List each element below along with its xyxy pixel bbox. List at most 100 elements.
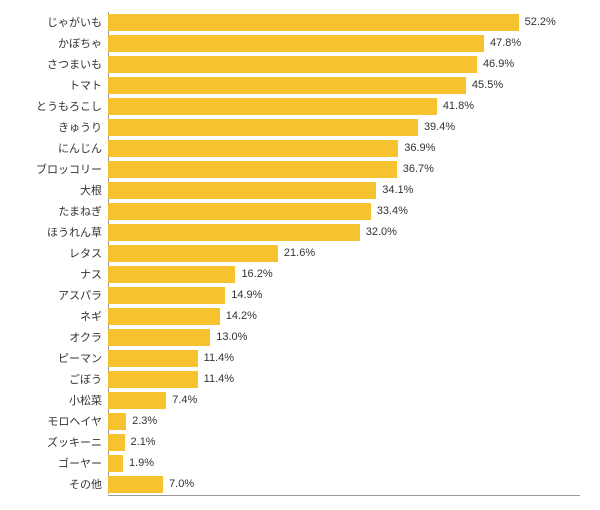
bar-label: ゴーヤー	[20, 455, 108, 471]
bar-row: その他 7.0%	[20, 474, 580, 494]
bar-value: 47.8%	[490, 37, 521, 49]
bar-value: 14.9%	[231, 289, 262, 301]
bar	[108, 35, 484, 52]
bar-label: さつまいも	[20, 56, 108, 72]
bar-label: ほうれん草	[20, 224, 108, 240]
bar-value: 7.4%	[172, 394, 197, 406]
bar-row: ナス16.2%	[20, 264, 580, 284]
bar-value: 14.2%	[226, 310, 257, 322]
bar-row: にんじん 36.9%	[20, 138, 580, 158]
bar-row: かぼちゃ47.8%	[20, 33, 580, 53]
bar-value: 2.3%	[132, 415, 157, 427]
bar-label: ピーマン	[20, 350, 108, 366]
bar-row: オクラ13.0%	[20, 327, 580, 347]
bar-row: ゴーヤー 1.9%	[20, 453, 580, 473]
bar-area: 7.4%	[108, 390, 580, 410]
bar-label: たまねぎ	[20, 203, 108, 219]
bar-row: トマト45.5%	[20, 75, 580, 95]
bar-row: さつまいも 46.9%	[20, 54, 580, 74]
bar-label: ブロッコリー	[20, 161, 108, 177]
bar-value: 11.4%	[204, 352, 234, 364]
bar-area: 33.4%	[108, 201, 580, 221]
bar-label: その他	[20, 476, 108, 492]
bar-row: たまねぎ 33.4%	[20, 201, 580, 221]
bar	[108, 161, 397, 178]
bar-row: ピーマン 11.4%	[20, 348, 580, 368]
bar-value: 39.4%	[424, 121, 455, 133]
bar-label: 大根	[20, 182, 108, 198]
bar-area: 2.3%	[108, 411, 580, 431]
bar-label: きゅうり	[20, 119, 108, 135]
bar	[108, 119, 418, 136]
bar-value: 36.7%	[403, 163, 434, 175]
bar-row: じゃがいも 52.2%	[20, 12, 580, 32]
bar-value: 16.2%	[241, 268, 272, 280]
bar-value: 45.5%	[472, 79, 503, 91]
bar-area: 21.6%	[108, 243, 580, 263]
bar-value: 1.9%	[129, 457, 154, 469]
bar-value: 52.2%	[525, 16, 556, 28]
bar-row: きゅうり 39.4%	[20, 117, 580, 137]
bar-value: 7.0%	[169, 478, 194, 490]
bar-row: 大根 34.1%	[20, 180, 580, 200]
bar	[108, 266, 235, 283]
bar-area: 32.0%	[108, 222, 580, 242]
bar-area: 47.8%	[108, 33, 580, 53]
bar	[108, 182, 376, 199]
bar-area: 41.8%	[108, 96, 580, 116]
bar-row: モロヘイヤ 2.3%	[20, 411, 580, 431]
bar-label: オクラ	[20, 329, 108, 345]
bar	[108, 287, 225, 304]
bar-value: 2.1%	[131, 436, 156, 448]
bar	[108, 371, 198, 388]
bar-row: レタス21.6%	[20, 243, 580, 263]
bar	[108, 98, 437, 115]
bar-area: 34.1%	[108, 180, 580, 200]
bar-value: 32.0%	[366, 226, 397, 238]
bar	[108, 392, 166, 409]
bar	[108, 350, 198, 367]
bar-area: 52.2%	[108, 12, 580, 32]
bar-area: 45.5%	[108, 75, 580, 95]
bar-value: 46.9%	[483, 58, 514, 70]
bar-row: アスパラ 14.9%	[20, 285, 580, 305]
bar	[108, 434, 125, 451]
bar-area: 36.7%	[108, 159, 580, 179]
bar-row: ズッキーニ2.1%	[20, 432, 580, 452]
bar-label: 小松菜	[20, 392, 108, 408]
bar-value: 36.9%	[404, 142, 435, 154]
bar-value: 41.8%	[443, 100, 474, 112]
bar-value: 33.4%	[377, 205, 408, 217]
bar	[108, 413, 126, 430]
bar-label: レタス	[20, 245, 108, 261]
bar	[108, 224, 360, 241]
bar-area: 46.9%	[108, 54, 580, 74]
bar-label: モロヘイヤ	[20, 413, 108, 429]
bar-area: 2.1%	[108, 432, 580, 452]
bar-label: アスパラ	[20, 287, 108, 303]
x-axis-line	[108, 495, 580, 496]
bar	[108, 203, 371, 220]
bar	[108, 476, 163, 493]
bar	[108, 56, 477, 73]
bar-row: 小松菜 7.4%	[20, 390, 580, 410]
bar-row: とうもろこし41.8%	[20, 96, 580, 116]
bar-label: じゃがいも	[20, 14, 108, 30]
bar-area: 11.4%	[108, 369, 580, 389]
bar-value: 11.4%	[204, 373, 234, 385]
bar-area: 14.9%	[108, 285, 580, 305]
bar	[108, 14, 519, 31]
bar-label: ごぼう	[20, 371, 108, 387]
bar	[108, 455, 123, 472]
bar-area: 14.2%	[108, 306, 580, 326]
bar-row: ネギ 14.2%	[20, 306, 580, 326]
bar	[108, 77, 466, 94]
bar-row: ほうれん草 32.0%	[20, 222, 580, 242]
bar-value: 34.1%	[382, 184, 413, 196]
bar-label: にんじん	[20, 140, 108, 156]
bar-label: ネギ	[20, 308, 108, 324]
bar	[108, 308, 220, 325]
bar-area: 36.9%	[108, 138, 580, 158]
bar	[108, 245, 278, 262]
bar-area: 11.4%	[108, 348, 580, 368]
